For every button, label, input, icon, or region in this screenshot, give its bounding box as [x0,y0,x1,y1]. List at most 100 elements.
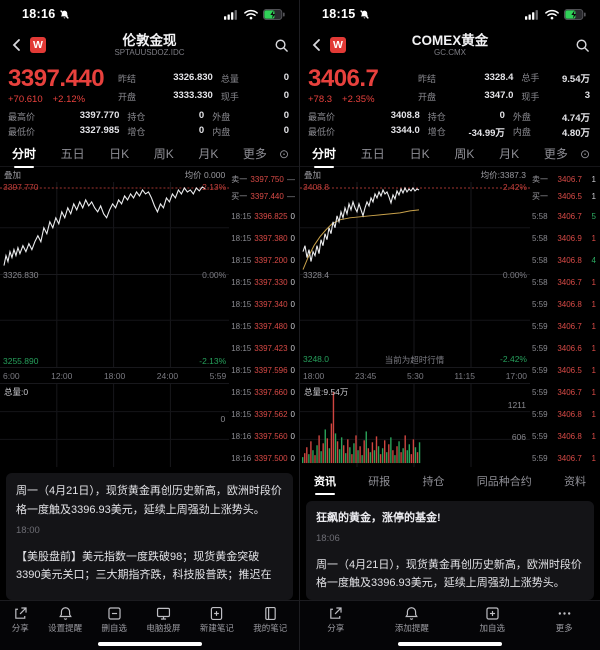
chart-settings-icon[interactable]: ⊙ [278,146,289,161]
toolbar-share[interactable]: 分享 [327,605,344,634]
toolbar-monitor[interactable]: 电脑投屏 [146,605,180,634]
stat-value: 0 [283,89,289,101]
stat-pair: 总量 0 [215,72,291,85]
chart-settings-icon[interactable]: ⊙ [579,146,590,161]
battery-charging-icon [564,8,586,20]
stat-label: 昨结 [118,73,137,84]
tick-row: 5:59 3406.8 1 [532,299,596,309]
toolbar-item-label: 更多 [555,623,573,633]
period-tab-日K[interactable]: 日K [109,147,130,162]
tick-volume: 0 [290,387,295,397]
stat-value: 3397.770 [79,110,120,122]
tick-row: 18:15 3397.380 0 [231,233,295,243]
search-button[interactable] [274,38,289,53]
news-tab-持仓[interactable]: 持仓 [422,476,445,489]
toolbar-item-label: 分享 [327,623,345,633]
tick-time: 18:15 [231,277,252,287]
status-bar: 18:15 [300,0,600,28]
tick-list[interactable]: 卖一 3406.7 1 买一 3406.5 1 5:58 3406.7 5 5:58 3… [530,167,600,467]
period-tab-更多[interactable]: 更多 [242,147,267,162]
quote-block: 3397.440 +70.610 +2.12% 昨结 3326.830 总量 0… [0,62,299,141]
period-tab-五日[interactable]: 五日 [360,147,385,162]
stat-value: 3333.330 [173,89,213,101]
stat-value: 3347.0 [484,89,514,101]
toolbar-item-label: 删自选 [101,623,128,633]
overlay-button[interactable]: 叠加 [4,169,22,180]
news-tab-研报[interactable]: 研报 [368,476,391,489]
app-logo-w[interactable]: W [330,37,346,53]
period-tab-月K[interactable]: 月K [198,147,219,162]
stat-label: 现手 [220,91,239,102]
stat-label: 持仓 [427,112,446,123]
stat-value: 4.80万 [561,127,590,139]
share-icon [12,605,29,621]
wifi-icon [244,9,258,19]
back-button[interactable] [310,36,328,54]
period-tab-分时[interactable]: 分时 [10,141,38,169]
period-tab-周K[interactable]: 周K [454,147,475,162]
period-tab-日K[interactable]: 日K [409,147,430,162]
toolbar-bell[interactable]: 设置提醒 [48,605,82,634]
news-tab-同品种合约[interactable]: 同品种合约 [476,476,532,489]
toolbar-minus-square[interactable]: 删自选 [101,605,128,634]
toolbar-note-plus[interactable]: 新建笔记 [200,605,234,634]
toolbar-more[interactable]: 更多 [556,605,573,634]
stat-pair: 昨结 3328.4 [412,72,515,85]
stat-label: 外盘 [512,111,531,122]
quote-block: 3406.7 +78.3 +2.35% 昨结 3328.4 总手 9.54万 开… [300,62,600,141]
period-tab-分时[interactable]: 分时 [310,141,338,169]
home-indicator[interactable] [97,642,202,646]
tick-row: 18:15 3397.660 0 [231,387,295,397]
toolbar-notebook[interactable]: 我的笔记 [253,605,287,634]
tick-price: 3397.200 [254,255,288,265]
tick-row: 5:58 3406.7 1 [532,277,596,287]
volume-chart[interactable]: 总量:0 0 [0,383,230,468]
period-tab-周K[interactable]: 周K [153,147,174,162]
stat-pair: 昨结 3326.830 [112,72,215,85]
news-tab-资料[interactable]: 资料 [564,476,586,489]
period-tab-bar: 分时 五日 日K 周K 月K 更多 ⊙ [300,141,600,169]
news-item-title: 狂飙的黄金，涨停的基金! [316,512,441,525]
tick-list[interactable]: 卖一 3397.750— 买一 3397.440— 18:15 3396.825 0… [229,167,299,467]
price-change-pct: +2.12% [52,94,86,106]
stat-pair: 最低价 3344.0 [308,125,422,138]
minus-square-icon [106,605,123,621]
period-tab-五日[interactable]: 五日 [60,147,85,162]
period-tab-月K[interactable]: 月K [499,147,520,162]
stat-value: 0 [499,110,505,122]
home-indicator[interactable] [398,642,502,646]
tick-volume: 1 [591,321,596,331]
news-card[interactable]: 周一（4月21日），现货黄金再创历史新高，欧洲时段价格一度触及3396.93美元… [6,473,293,600]
toolbar-share[interactable]: 分享 [12,605,29,634]
tick-row: 18:15 3397.340 0 [231,299,295,309]
tick-row: 18:16 3397.560 0 [231,431,295,441]
app-logo-w[interactable]: W [30,37,46,53]
tick-time: 18:16 [231,431,252,441]
back-button[interactable] [10,36,28,54]
stat-pair: 内盘 4.80万 [507,125,592,139]
stat-value: 0 [283,110,289,122]
overlay-button[interactable]: 叠加 [304,169,322,180]
period-tab-更多[interactable]: 更多 [543,147,568,162]
tick-price: 3406.8 [557,431,582,441]
tick-price: 3406.8 [557,299,582,309]
toolbar-plus-square[interactable]: 加自选 [480,605,505,634]
tick-row: 18:15 3397.423 0 [231,343,295,353]
tick-volume: 1 [591,299,596,309]
tick-time: 5:58 [532,277,548,287]
tick-price: 3406.6 [557,343,582,353]
search-button[interactable] [575,38,590,53]
bottom-toolbar: 分享 添加提醒 加自选 更多 [300,600,600,650]
intraday-price-chart[interactable]: 3408.8 2.42% 3328.4 0.00% 3248.0 当前为超时行情 -2.… [300,182,530,369]
tick-row: 5:58 3406.9 1 [532,233,596,243]
volume-chart[interactable]: 总量:9.54万 1211 606 [300,383,530,468]
tick-time: 5:59 [532,431,548,441]
news-card[interactable]: 狂飙的黄金，涨停的基金! 18:06 周一（4月21日），现货黄金再创历史新高，… [306,501,594,600]
more-icon [556,605,573,621]
toolbar-bell[interactable]: 添加提醒 [395,605,429,634]
wifi-icon [545,9,559,19]
tick-time: 5:58 [532,255,548,265]
intraday-price-chart[interactable]: 3397.770 2.13% 3326.830 0.00% 3255.890 -2.1… [0,182,230,369]
news-tab-资讯[interactable]: 资讯 [312,468,338,496]
